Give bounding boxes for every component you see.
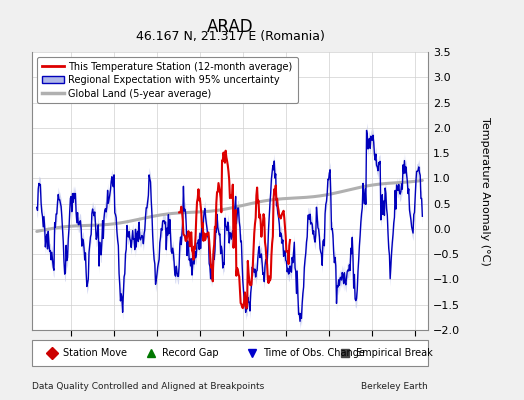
Text: ARAD: ARAD: [208, 18, 254, 36]
Text: Record Gap: Record Gap: [162, 348, 219, 358]
Text: Berkeley Earth: Berkeley Earth: [362, 382, 428, 391]
Text: 46.167 N, 21.317 E (Romania): 46.167 N, 21.317 E (Romania): [136, 30, 325, 43]
Text: Empirical Break: Empirical Break: [356, 348, 433, 358]
FancyBboxPatch shape: [32, 340, 428, 366]
Text: Station Move: Station Move: [63, 348, 127, 358]
Legend: This Temperature Station (12-month average), Regional Expectation with 95% uncer: This Temperature Station (12-month avera…: [37, 57, 298, 103]
Text: Time of Obs. Change: Time of Obs. Change: [263, 348, 365, 358]
Y-axis label: Temperature Anomaly (°C): Temperature Anomaly (°C): [479, 117, 489, 265]
Text: Data Quality Controlled and Aligned at Breakpoints: Data Quality Controlled and Aligned at B…: [32, 382, 265, 391]
